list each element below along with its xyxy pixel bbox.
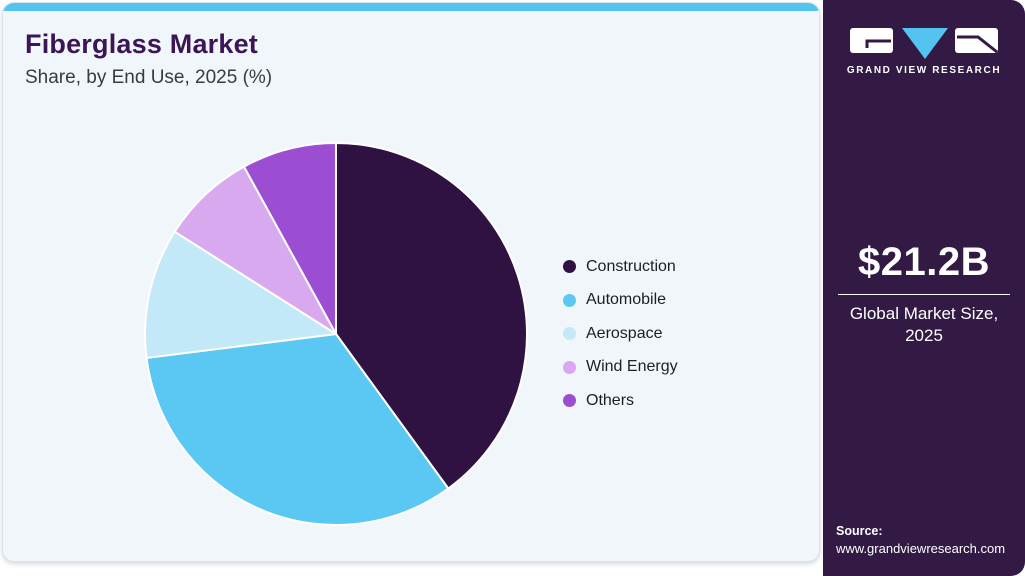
legend-label: Aerospace — [586, 324, 663, 342]
source-block: Source: www.grandviewresearch.com — [836, 524, 1005, 556]
pie-slice-wind-energy — [173, 165, 337, 335]
legend: Construction Automobile Aerospace Wind Ener… — [563, 250, 678, 418]
legend-label: Wind Energy — [586, 358, 678, 376]
legend-item: Construction — [563, 250, 678, 284]
pie-slice-aerospace — [144, 230, 337, 359]
legend-label: Others — [586, 391, 635, 409]
legend-label: Construction — [586, 257, 676, 275]
logo-v-icon — [902, 28, 948, 59]
market-size-value: $21.2B — [858, 240, 990, 284]
logo-wordmark: GRAND VIEW RESEARCH — [846, 65, 1002, 76]
legend-dot-icon — [563, 260, 576, 274]
market-size-label: Global Market Size, 2025 — [849, 304, 999, 346]
market-size-divider — [838, 294, 1010, 295]
source-label: Source: — [836, 524, 883, 538]
legend-item: Wind Energy — [563, 351, 678, 385]
pie-slice-construction — [335, 142, 528, 490]
market-size-block: $21.2B Global Market Size, 2025 — [823, 240, 1025, 348]
brand-logo: GRAND VIEW RESEARCH — [823, 27, 1025, 76]
logo-marks — [850, 28, 998, 59]
page-subtitle: Share, by End Use, 2025 (%) — [25, 67, 273, 88]
chart-header: Fiberglass Market Share, by End Use, 202… — [25, 29, 272, 89]
page-title: Fiberglass Market — [25, 29, 258, 59]
legend-item: Automobile — [563, 284, 678, 318]
pie-slice-automobile — [145, 333, 450, 526]
logo-r-cut — [957, 35, 998, 54]
logo-r-shape — [955, 28, 998, 53]
legend-dot-icon — [563, 394, 576, 408]
legend-item: Others — [563, 384, 678, 418]
chart-card: Fiberglass Market Share, by End Use, 202… — [2, 2, 820, 562]
legend-label: Automobile — [586, 291, 667, 309]
pie-chart — [144, 142, 528, 526]
legend-item: Aerospace — [563, 317, 678, 351]
legend-dot-icon — [563, 293, 576, 307]
legend-dot-icon — [563, 360, 576, 374]
pie-chart-container — [141, 139, 531, 534]
accent-top-bar — [3, 3, 819, 11]
brand-sidebar: GRAND VIEW RESEARCH $21.2B Global Market… — [823, 0, 1025, 576]
pie-slice-others — [242, 142, 337, 335]
logo-g-cut — [865, 39, 891, 48]
legend-dot-icon — [563, 327, 576, 341]
source-url: www.grandviewresearch.com — [836, 541, 1006, 556]
